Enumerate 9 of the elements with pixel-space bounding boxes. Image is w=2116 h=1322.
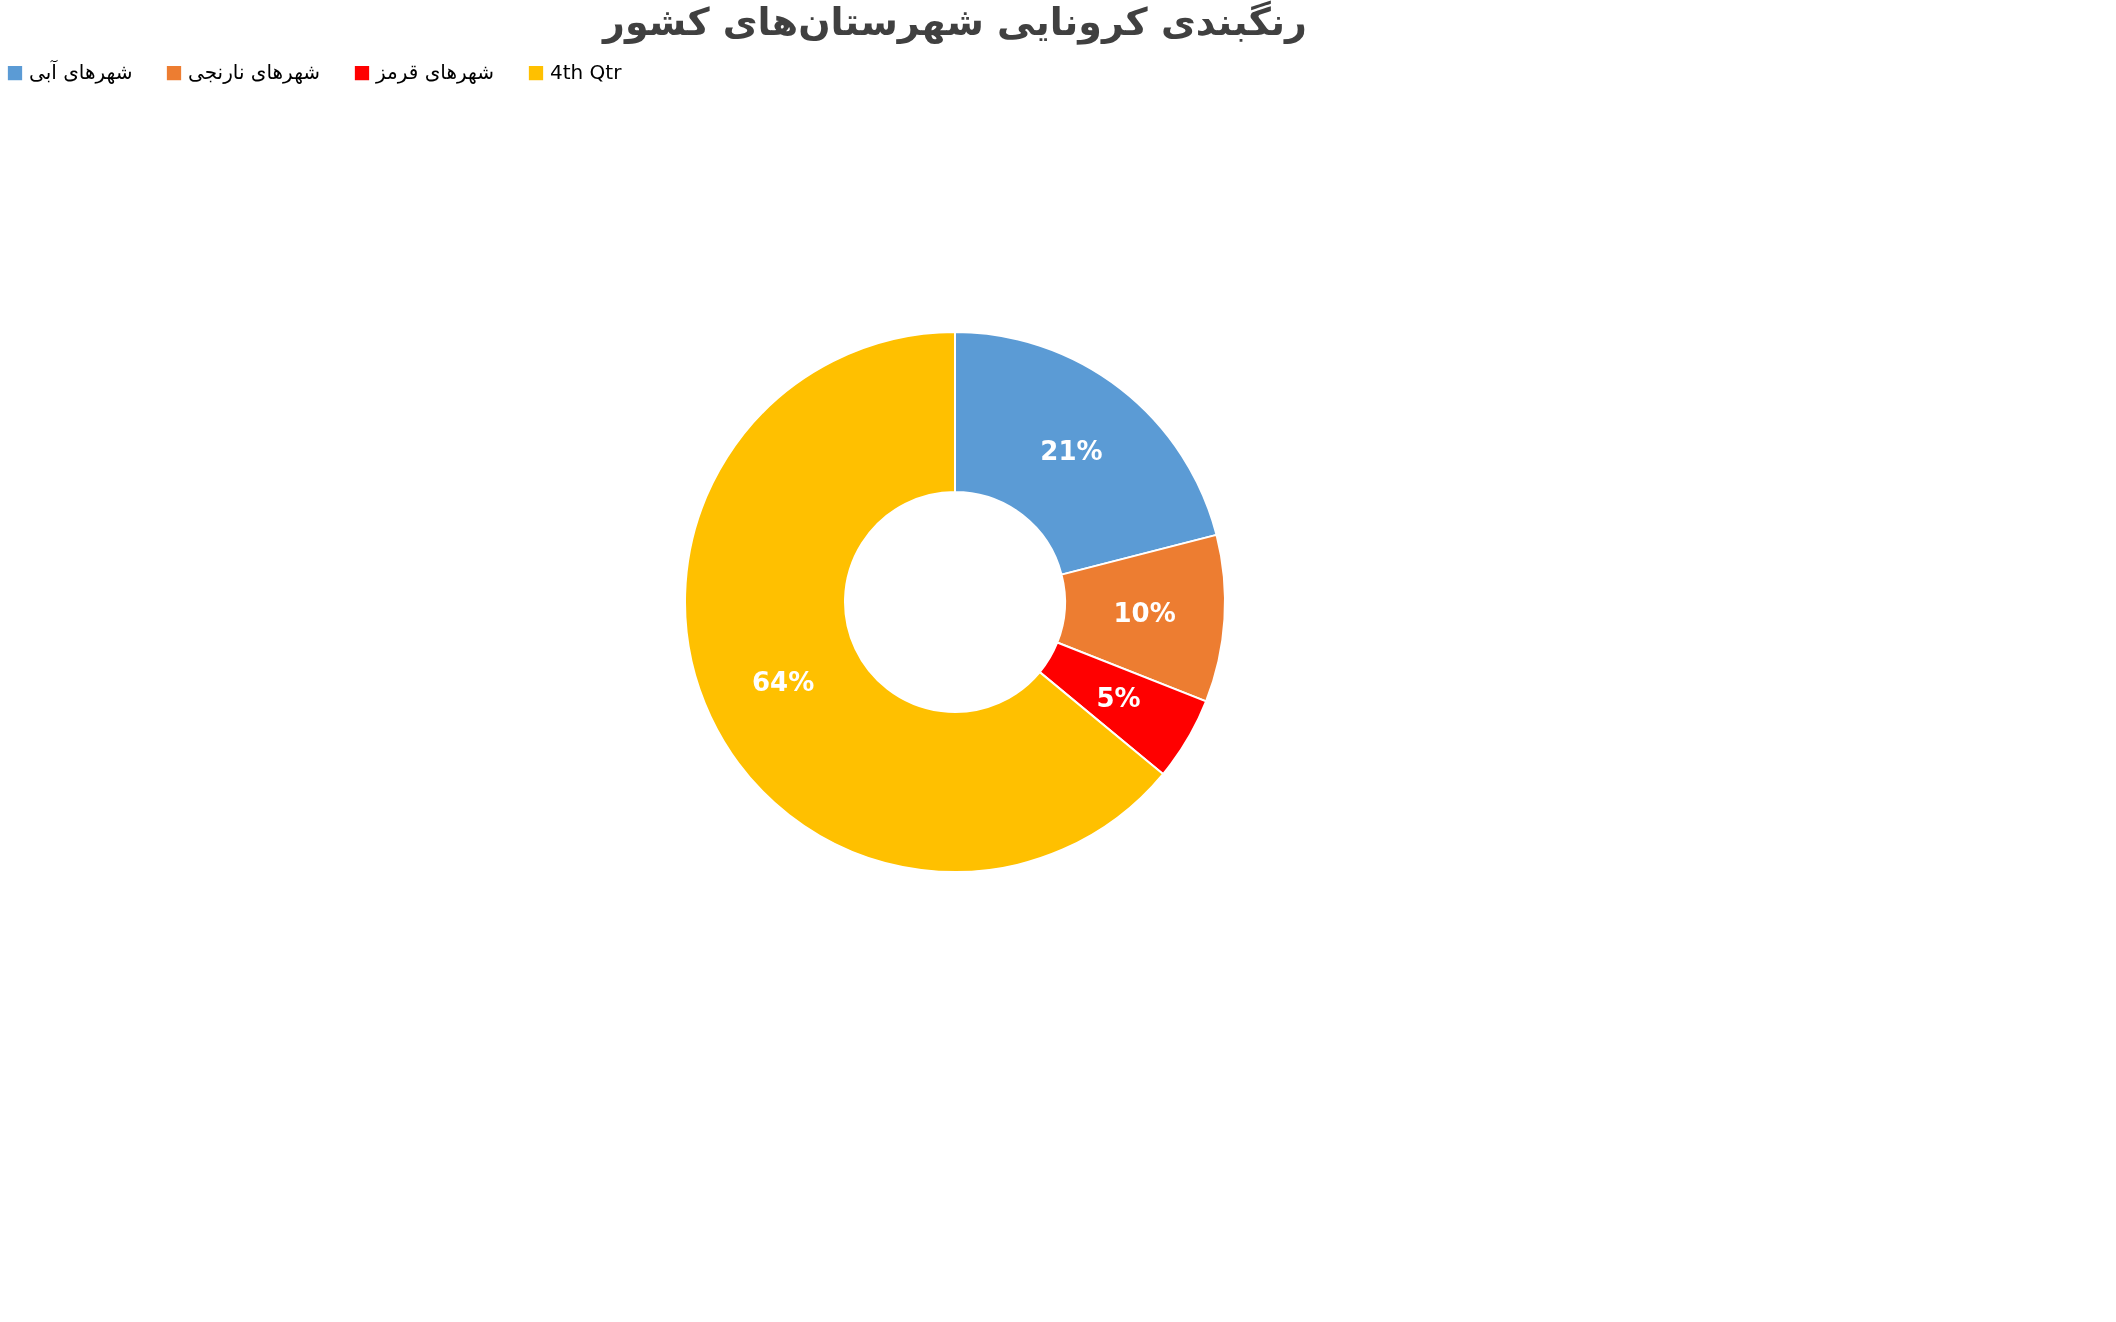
legend-label: شهرهای آبی — [29, 59, 133, 85]
data-label: 5% — [1096, 682, 1141, 713]
legend-label: شهرهای قرمز — [375, 60, 495, 85]
chart-title: رنگبندی کرونایی شهرستان‌های کشور — [601, 0, 1307, 45]
data-label: 10% — [1113, 597, 1176, 628]
data-label: 64% — [751, 666, 815, 697]
legend-label: شهرهای نارنجی — [188, 60, 321, 85]
data-label: 21% — [1040, 435, 1103, 466]
legend-label: 4th Qtr — [550, 60, 623, 85]
